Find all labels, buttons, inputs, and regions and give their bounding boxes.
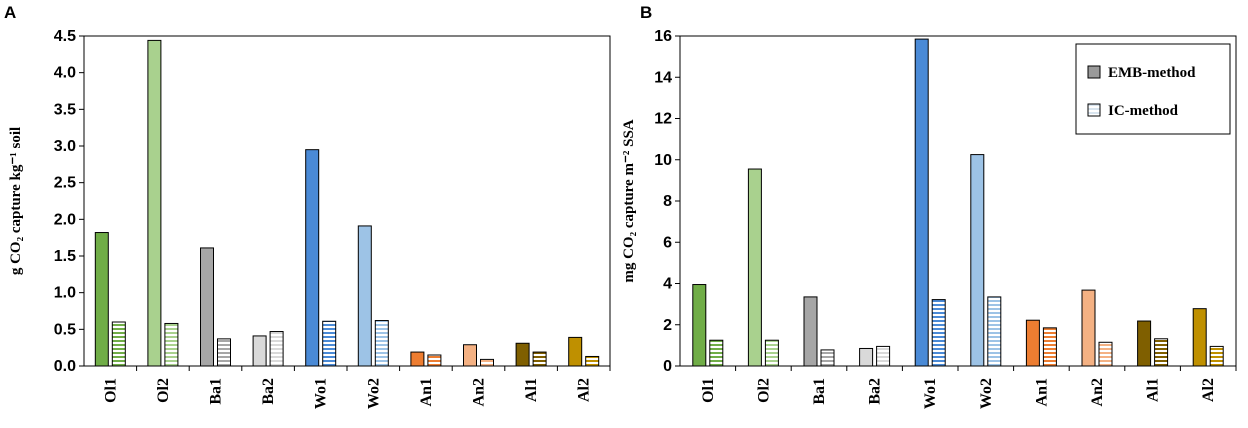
bar-emb-Ba2	[859, 347, 874, 367]
bar-emb-Ol2	[747, 168, 762, 367]
bar-emb-Al1	[515, 342, 530, 367]
category-label: Al1	[523, 378, 540, 402]
panel-letter: A	[4, 3, 16, 22]
category-label: Al1	[1145, 378, 1162, 402]
bar-ic-Wo1	[322, 320, 337, 367]
legend-swatch-emb	[1087, 65, 1101, 79]
bar-emb-An2	[463, 344, 477, 367]
bar-emb-Ba1	[803, 296, 818, 367]
bar-emb-Ol1	[94, 232, 109, 367]
bar-ic-Ba1	[820, 349, 835, 367]
y-tick-label: 0.0	[54, 358, 76, 375]
bar-ic-Al1	[532, 351, 547, 367]
y-tick-label: 16	[654, 28, 672, 45]
y-tick-label: 1.0	[54, 285, 76, 302]
bar-emb-Al2	[1192, 308, 1207, 367]
bar-ic-An2	[480, 358, 494, 367]
y-tick-label: 2.5	[54, 175, 76, 192]
bar-ic-An2	[1098, 341, 1113, 367]
bar-emb-Wo1	[305, 149, 320, 367]
category-label: Al2	[1200, 378, 1217, 402]
bar-ic-Ba2	[269, 331, 284, 367]
bar-emb-Ba1	[200, 247, 214, 367]
y-tick-label: 12	[654, 111, 672, 128]
bar-emb-Wo1	[914, 38, 929, 367]
category-label: Ba2	[260, 378, 277, 405]
y-tick-label: 3.0	[54, 138, 76, 155]
category-label: Ol1	[102, 378, 119, 403]
bar-ic-An1	[1042, 327, 1057, 367]
bar-ic-Ba2	[876, 345, 891, 367]
bar-emb-Al1	[1137, 320, 1152, 367]
category-label: An2	[1089, 378, 1106, 406]
y-axis-label: g CO₂ capture kg⁻¹ soil	[8, 127, 24, 275]
bar-ic-Ol2	[164, 322, 179, 367]
bar-ic-Al2	[585, 355, 600, 367]
y-tick-label: 8	[663, 193, 672, 210]
bar-ic-An1	[427, 354, 442, 367]
category-label: Ol2	[755, 378, 772, 403]
bar-ic-Wo1	[931, 299, 946, 367]
legend-label-ic: IC-method	[1108, 103, 1179, 119]
bar-emb-Wo2	[970, 154, 985, 367]
y-tick-label: 2.0	[54, 211, 76, 228]
category-label: Wo1	[922, 378, 939, 409]
y-tick-label: 4.0	[54, 65, 76, 82]
bar-emb-Al2	[568, 336, 583, 367]
legend: EMB-method IC-method	[1075, 43, 1231, 135]
y-tick-label: 6	[663, 234, 672, 251]
bar-emb-Ol2	[147, 39, 162, 367]
bar-emb-Ba2	[252, 335, 267, 367]
y-tick-label: 4.5	[54, 28, 76, 45]
category-label: Ol2	[155, 378, 172, 403]
legend-label-emb: EMB-method	[1108, 65, 1196, 81]
bar-ic-Al1	[1154, 338, 1169, 367]
y-tick-label: 14	[654, 69, 672, 86]
bar-emb-Ol1	[692, 284, 707, 367]
bar-emb-An1	[1025, 319, 1040, 367]
bar-ic-Ol2	[764, 339, 779, 367]
bar-emb-An2	[1081, 289, 1096, 367]
y-tick-label: 1.5	[54, 248, 76, 265]
category-label: Wo2	[365, 378, 382, 409]
bar-ic-Wo2	[374, 320, 389, 367]
bar-ic-Wo2	[987, 296, 1002, 367]
bar-ic-Ol1	[709, 339, 724, 367]
bar-emb-Wo2	[357, 225, 372, 367]
category-label: Ba1	[811, 378, 828, 405]
y-axis-label: mg CO₂ capture m⁻² SSA	[621, 119, 637, 282]
y-tick-label: 2	[663, 317, 672, 334]
panel-b: B 0 2 4 6 8 10 12 14 16 mg CO₂ capture m⁻² SSA Ol1 O…	[621, 3, 1237, 409]
bar-ic-Al2	[1209, 345, 1224, 367]
bar-emb-An1	[410, 351, 425, 367]
panel-a: A 0.0 0.5 1.0 1.5 2.0 2.5 3.0 3.5 4.0 4.5 g CO₂ cap…	[4, 3, 611, 409]
legend-box	[1075, 43, 1231, 135]
category-label: An2	[471, 378, 488, 406]
y-tick-label: 10	[654, 152, 672, 169]
category-label: Wo2	[978, 378, 995, 409]
panel-letter: B	[640, 3, 652, 22]
legend-swatch-ic	[1087, 103, 1101, 117]
y-tick-label: 4	[663, 276, 672, 293]
bar-ic-Ba1	[217, 338, 231, 367]
category-label: Ba1	[208, 378, 225, 405]
bar-ic-Ol1	[111, 321, 126, 367]
y-tick-label: 0	[663, 358, 672, 375]
category-label: Al2	[576, 378, 593, 402]
category-label: An1	[1033, 378, 1050, 406]
y-tick-label: 3.5	[54, 101, 76, 118]
category-label: An1	[418, 378, 435, 406]
y-tick-label: 0.5	[54, 321, 76, 338]
plot-frame	[83, 35, 611, 367]
category-label: Ol1	[700, 378, 717, 403]
category-label: Wo1	[313, 378, 330, 409]
category-label: Ba2	[867, 378, 884, 405]
